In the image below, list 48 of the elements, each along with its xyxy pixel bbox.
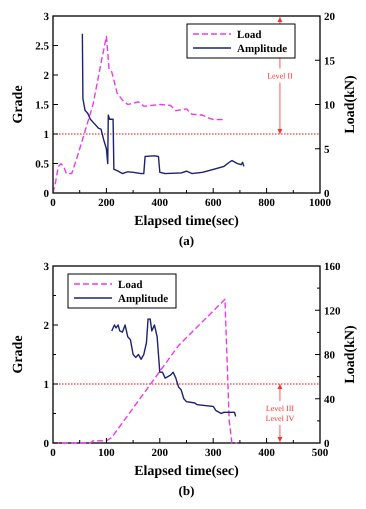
y2-tick-label: 0 bbox=[324, 438, 330, 450]
text: (a) bbox=[178, 233, 194, 248]
y2-tick-label: 80 bbox=[324, 350, 336, 362]
y2-tick-label: 0 bbox=[324, 188, 330, 200]
y-tick-label: 0 bbox=[44, 438, 50, 450]
y2-tick-label: 10 bbox=[324, 100, 336, 112]
y-tick-label: 2 bbox=[44, 70, 50, 82]
legend-label: Load bbox=[118, 279, 142, 291]
y-tick-label: 2.5 bbox=[35, 40, 50, 52]
x-tick-label: 600 bbox=[204, 197, 222, 209]
y-tick-label: 1 bbox=[44, 379, 49, 391]
x-tick-label: 400 bbox=[152, 197, 169, 209]
x-axis-title: Elapsed time(sec) bbox=[134, 464, 240, 479]
x-tick-label: 200 bbox=[98, 197, 116, 209]
annotation: Level IV bbox=[266, 414, 294, 423]
y-tick-label: 1.5 bbox=[35, 100, 50, 112]
annotation: Level II bbox=[267, 72, 294, 80]
y2-tick-label: 40 bbox=[324, 394, 336, 406]
y-tick-label: 1 bbox=[44, 129, 49, 141]
y-tick-label: 3 bbox=[44, 11, 50, 23]
legend-label: Load bbox=[237, 29, 262, 41]
x-tick-label: 500 bbox=[312, 447, 329, 459]
y-tick-label: 3 bbox=[44, 261, 50, 273]
y-tick-label: 2 bbox=[44, 320, 50, 332]
y-tick-label: 0.5 bbox=[35, 158, 50, 170]
y-axis-title: Grade bbox=[11, 335, 26, 374]
text: (b) bbox=[178, 483, 194, 498]
y-tick-label: 0 bbox=[44, 188, 50, 200]
x-tick-label: 100 bbox=[98, 447, 116, 459]
y2-tick-label: 20 bbox=[324, 11, 336, 23]
x-tick-label: 300 bbox=[204, 447, 222, 459]
y2-axis-title: Load(kN) bbox=[343, 74, 358, 134]
y2-tick-label: 15 bbox=[324, 55, 336, 68]
y-axis-title: Grade bbox=[11, 85, 26, 124]
y2-tick-label: 120 bbox=[324, 305, 341, 318]
annotation: Level III bbox=[266, 404, 294, 413]
y2-tick-label: 5 bbox=[324, 144, 330, 156]
y2-tick-label: 160 bbox=[324, 261, 341, 273]
x-tick-label: 1000 bbox=[309, 197, 332, 209]
x-axis-title: Elapsed time(sec) bbox=[134, 214, 240, 229]
line-series bbox=[111, 318, 236, 418]
x-tick-label: 800 bbox=[258, 197, 276, 209]
x-tick-label: 200 bbox=[152, 447, 169, 459]
y2-axis-title: Load(kN) bbox=[343, 324, 358, 384]
legend-label: Amplitude bbox=[237, 43, 288, 55]
x-tick-label: 400 bbox=[258, 447, 276, 459]
legend-label: Amplitude bbox=[118, 293, 168, 305]
line-series bbox=[52, 36, 225, 194]
